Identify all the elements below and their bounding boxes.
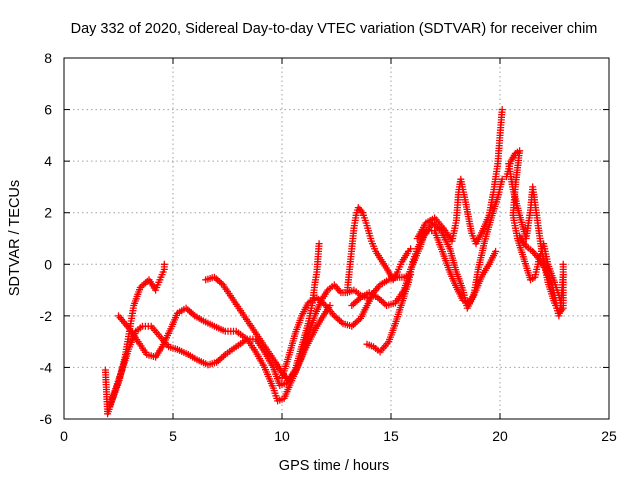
y-tick-label: -6: [40, 411, 53, 427]
y-tick-label: 2: [44, 205, 52, 221]
series-track-c: [115, 302, 334, 405]
y-tick-label: -2: [40, 308, 53, 324]
x-axis-label: GPS time / hours: [279, 458, 389, 474]
data-point: [559, 260, 567, 268]
y-tick-label: 0: [44, 256, 52, 272]
x-tick-label: 5: [169, 428, 177, 444]
x-tick-label: 15: [383, 428, 399, 444]
plot-frame: [63, 57, 610, 420]
data-point: [559, 271, 567, 279]
y-tick-label: -4: [40, 359, 53, 375]
series-track-f: [343, 204, 415, 294]
series-track-e: [278, 271, 415, 382]
y-tick-label: 8: [44, 50, 52, 66]
y-axis-label: SDTVAR / TECUs: [7, 180, 23, 296]
x-tick-label: 20: [492, 428, 508, 444]
series-track-l: [516, 232, 567, 320]
x-tick-label: 10: [274, 428, 290, 444]
data-series: [101, 106, 567, 418]
grid: [64, 58, 609, 419]
data-point: [315, 240, 323, 248]
data-point: [160, 260, 168, 268]
x-tick-label: 0: [60, 428, 68, 444]
data-point: [407, 245, 415, 253]
axis-ticks: 0 5 10 15 20 25 -6 -4 -2 0 2 4 6 8: [40, 50, 617, 444]
y-tick-label: 6: [44, 102, 52, 118]
chart-title: Day 332 of 2020, Sidereal Day-to-day VTE…: [71, 21, 598, 37]
data-point: [498, 175, 506, 183]
series-track-i: [413, 106, 506, 248]
data-point: [492, 247, 500, 255]
data-point: [498, 106, 506, 114]
y-tick-label: 4: [44, 153, 52, 169]
x-tick-label: 25: [601, 428, 617, 444]
